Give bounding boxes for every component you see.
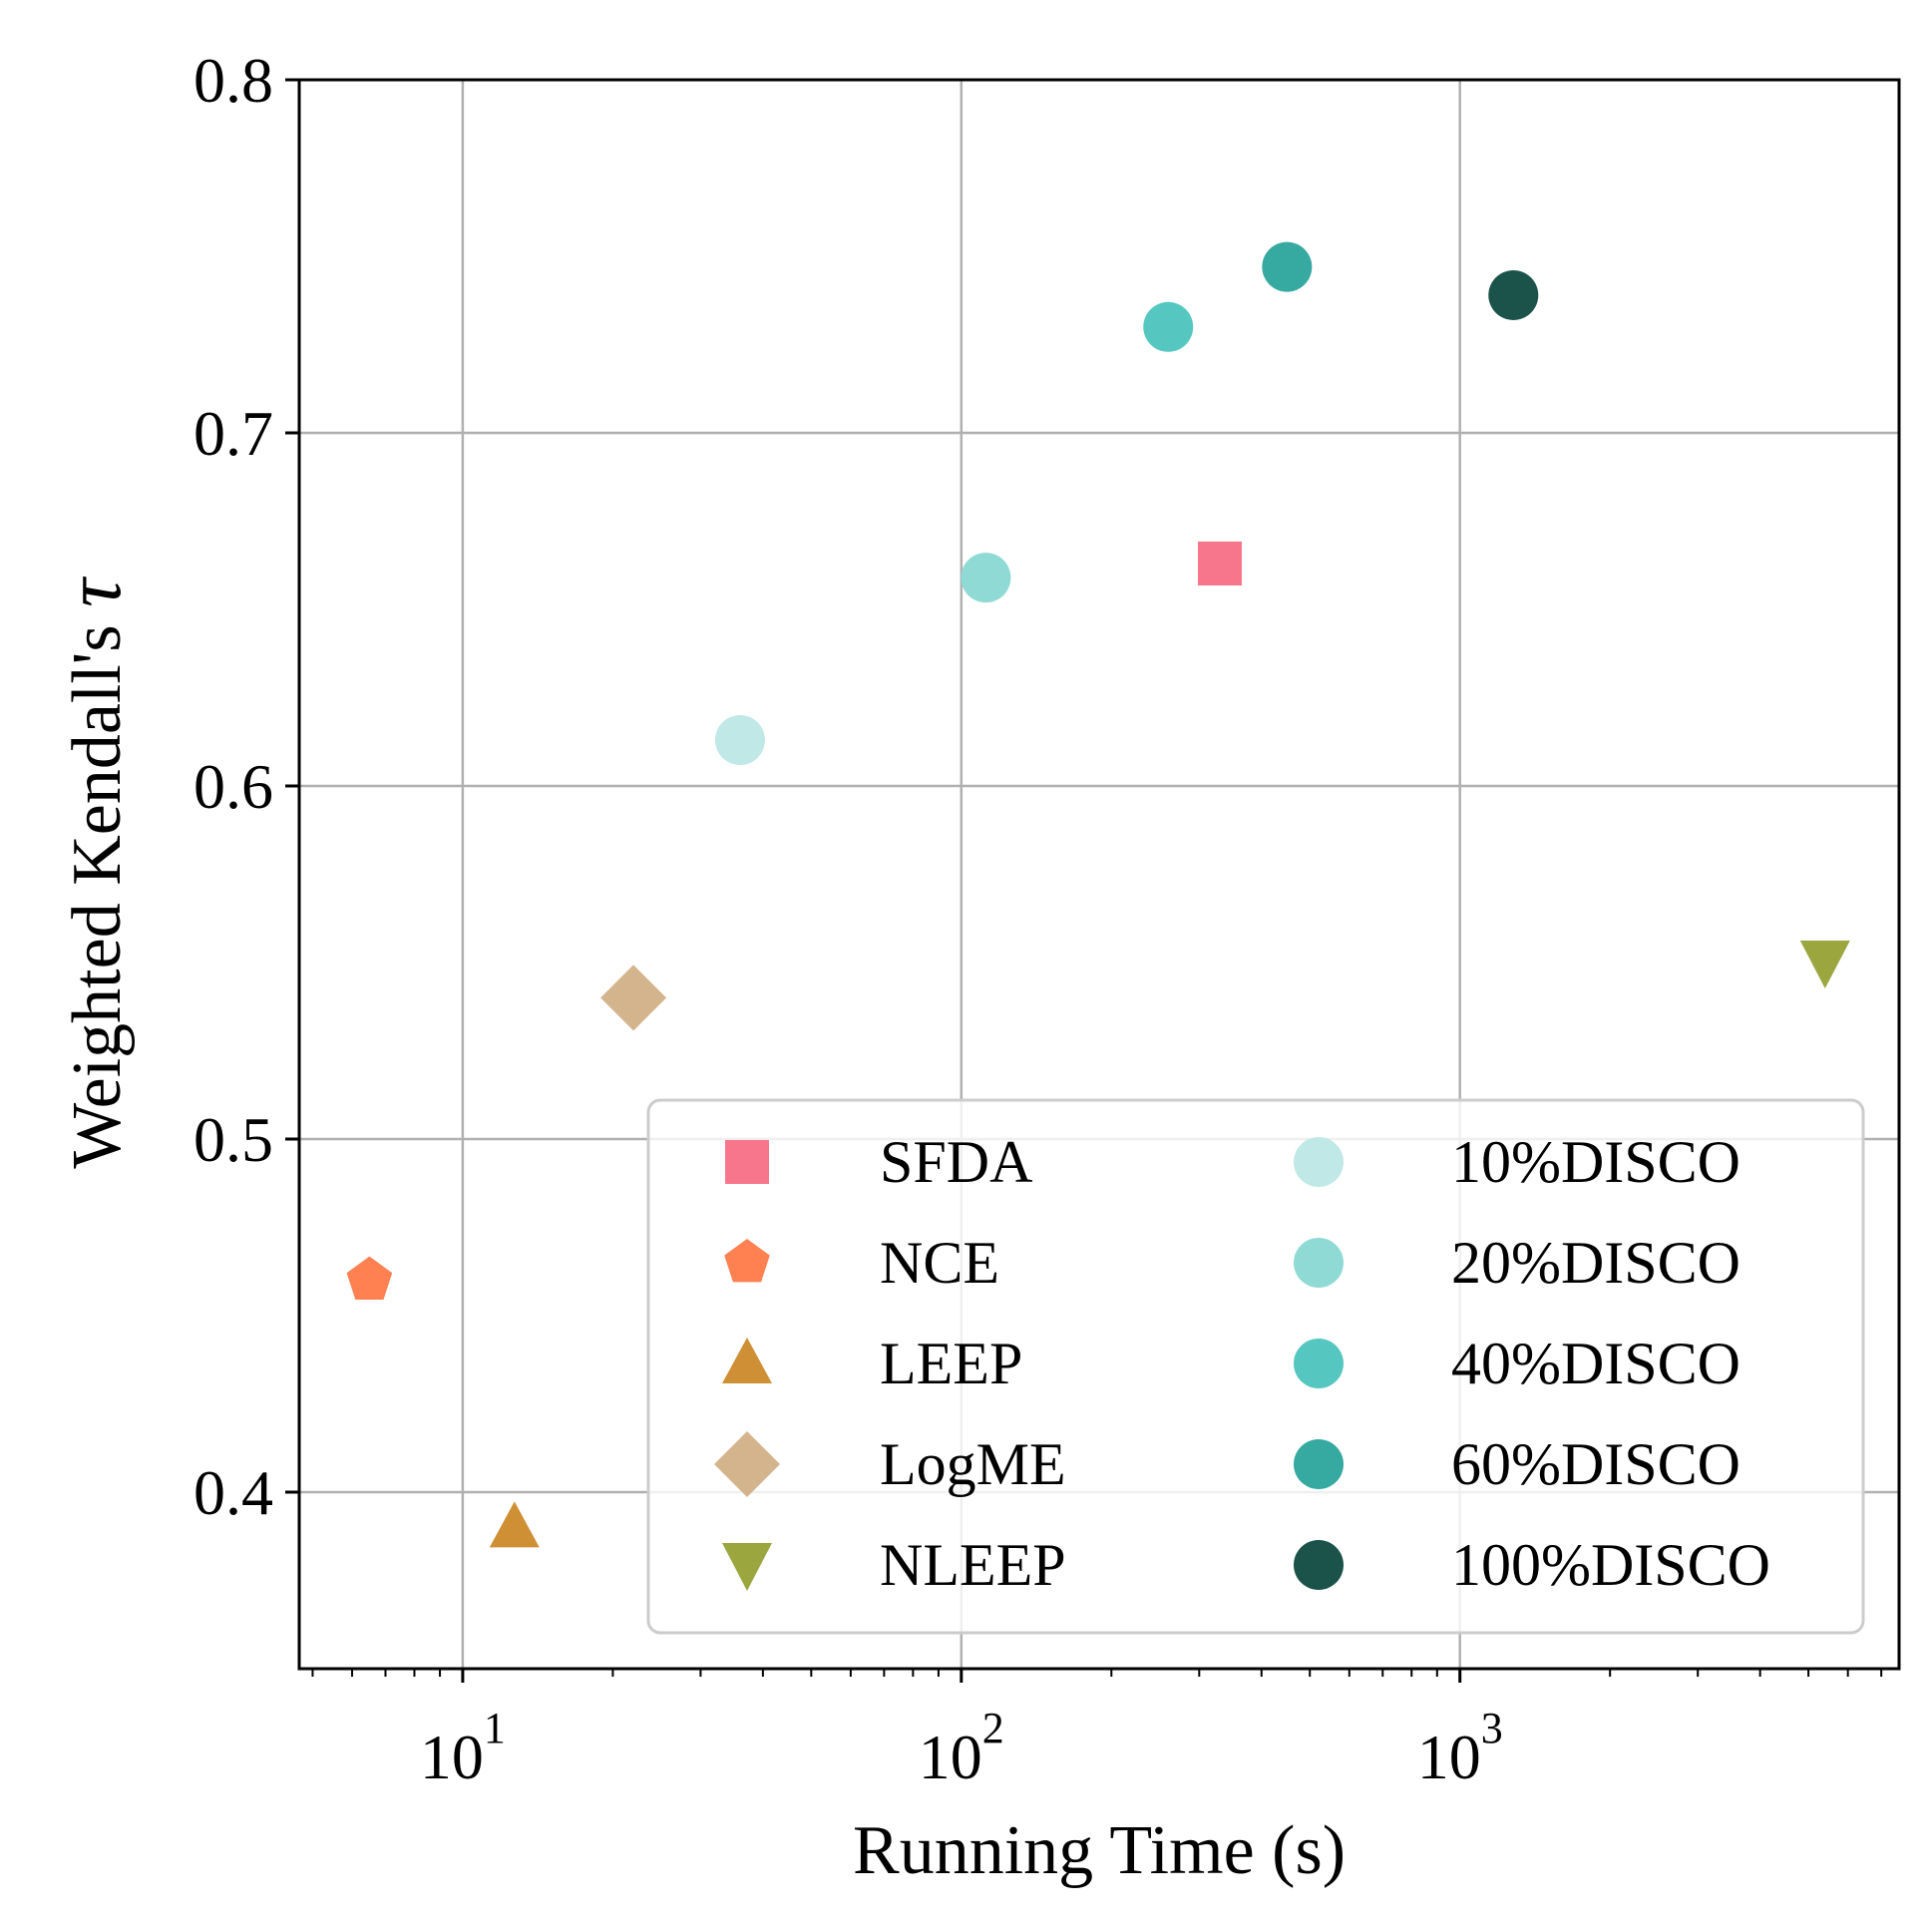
legend-marker-logme (714, 1431, 780, 1497)
x-tick-exponent: 2 (982, 1704, 1004, 1752)
y-tick-label: 0.4 (193, 1457, 273, 1528)
legend-item-60pct-disco: 60%DISCO (1294, 1431, 1740, 1497)
x-tick-label: 102 (919, 1704, 1004, 1792)
point-20pct-disco (961, 553, 1011, 603)
legend-label: NCE (880, 1230, 999, 1296)
legend: SFDA NCE LEEP LogME NLEEP 10%DISCO 20%DISCO 40%… (646, 1098, 1865, 1635)
legend-label: 40%DISCO (1451, 1331, 1740, 1396)
point-leep (489, 1501, 540, 1548)
point-logme (600, 965, 667, 1031)
legend-item-nce: NCE (724, 1230, 999, 1296)
legend-label: NLEEP (880, 1532, 1066, 1598)
legend-label: 10%DISCO (1451, 1129, 1740, 1195)
x-axis-title: Running Time (s) (853, 1812, 1346, 1889)
y-tick-label: 0.5 (193, 1104, 273, 1175)
y-axis-title: Weighted Kendall's τ (50, 576, 138, 1169)
legend-item-20pct-disco: 20%DISCO (1294, 1230, 1740, 1296)
point-60pct-disco (1262, 241, 1313, 292)
x-tick-base: 10 (1417, 1722, 1481, 1792)
legend-item-nleep: NLEEP (722, 1532, 1066, 1598)
point-nleep (1799, 941, 1850, 988)
x-tick-label: 103 (1417, 1704, 1503, 1792)
x-tick-exponent: 1 (484, 1704, 506, 1752)
legend-label: 100%DISCO (1451, 1532, 1770, 1598)
legend-marker-60pct-disco (1294, 1439, 1344, 1489)
legend-item-10pct-disco: 10%DISCO (1294, 1129, 1740, 1195)
legend-marker-nce (724, 1239, 770, 1283)
legend-item-40pct-disco: 40%DISCO (1294, 1331, 1740, 1396)
point-sfda (1198, 541, 1243, 585)
data-points (346, 241, 1850, 1548)
x-tick-exponent: 3 (1481, 1704, 1503, 1752)
legend-marker-20pct-disco (1294, 1238, 1344, 1288)
legend-label: LogME (880, 1431, 1066, 1497)
y-axis-title-symbol: τ (50, 576, 138, 607)
legend-item-sfda: SFDA (725, 1129, 1032, 1195)
x-axis: 101 102 103 (420, 1669, 1503, 1792)
legend-marker-sfda (725, 1140, 769, 1184)
x-tick-base: 10 (420, 1722, 484, 1792)
legend-item-logme: LogME (714, 1431, 1066, 1497)
point-100pct-disco (1488, 269, 1539, 320)
point-10pct-disco (715, 714, 766, 765)
legend-label: 20%DISCO (1451, 1230, 1740, 1296)
y-tick-label: 0.8 (193, 45, 273, 116)
plot-frame (297, 78, 1901, 1671)
legend-item-leep: LEEP (722, 1331, 1022, 1396)
legend-label: LEEP (880, 1331, 1022, 1396)
y-axis-title-text: Weighted Kendall's (59, 607, 136, 1169)
x-tick-base: 10 (919, 1722, 982, 1792)
legend-marker-40pct-disco (1294, 1339, 1344, 1388)
legend-box (646, 1098, 1865, 1635)
legend-marker-10pct-disco (1294, 1137, 1344, 1187)
legend-item-100pct-disco: 100%DISCO (1294, 1532, 1770, 1598)
point-nce (346, 1256, 393, 1300)
y-tick-label: 0.7 (193, 398, 273, 469)
legend-label: SFDA (880, 1129, 1032, 1195)
y-tick-label: 0.6 (193, 751, 273, 822)
point-40pct-disco (1143, 301, 1194, 352)
legend-marker-100pct-disco (1294, 1540, 1344, 1590)
x-tick-label: 101 (420, 1704, 506, 1792)
y-axis: 0.4 0.5 0.6 0.7 0.8 (193, 45, 299, 1528)
legend-marker-leep (722, 1338, 772, 1383)
legend-label: 60%DISCO (1451, 1431, 1740, 1497)
legend-marker-nleep (722, 1543, 772, 1591)
